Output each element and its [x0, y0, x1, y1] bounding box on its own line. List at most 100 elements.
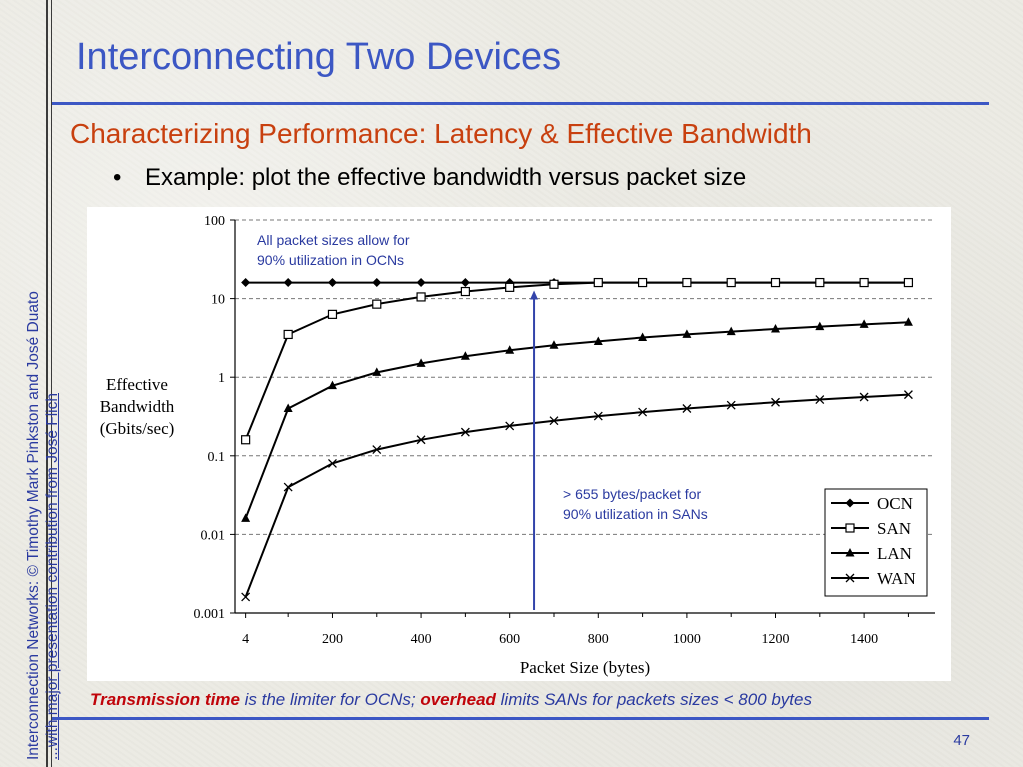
- caption-highlight-2: overhead: [420, 690, 496, 709]
- data-point-san: [815, 277, 825, 288]
- bandwidth-chart: 0.001 0.01 0.1 1 10 100 4 200 400 600 800 1000 1200 1…: [100, 214, 935, 677]
- title-divider: [52, 102, 989, 105]
- y-axis-label-line: Bandwidth: [100, 397, 175, 416]
- data-point-ocn: [241, 278, 251, 288]
- left-border-line: [46, 0, 48, 767]
- data-point-san: [327, 309, 338, 319]
- san-annotation-line: > 655 bytes/packet for: [563, 486, 701, 502]
- data-point-lan: [593, 336, 603, 345]
- y-tick-label: 100: [204, 214, 225, 229]
- data-point-san: [770, 277, 781, 288]
- series-line-san: [244, 281, 909, 441]
- data-point-san: [241, 435, 251, 445]
- data-point-ocn: [327, 278, 337, 288]
- series-line-lan: [244, 321, 909, 519]
- x-tick-label: 4: [242, 632, 249, 647]
- legend-marker-ocn: [845, 498, 855, 508]
- data-point-lan: [416, 358, 426, 367]
- data-point-san: [903, 277, 914, 288]
- x-tick-label: 1000: [673, 632, 701, 647]
- y-tick-label: 1: [218, 371, 225, 386]
- data-point-lan: [726, 326, 736, 336]
- data-point-wan: [241, 592, 251, 602]
- ocn-annotation-line: All packet sizes allow for: [257, 232, 410, 248]
- side-credit-line1: Interconnection Networks: © Timothy Mark…: [25, 291, 42, 760]
- footer-divider: [52, 717, 989, 720]
- y-tick-label: 0.001: [194, 607, 226, 622]
- data-point-lan: [859, 319, 869, 328]
- data-point-san: [505, 282, 515, 292]
- data-point-lan: [549, 340, 559, 349]
- y-tick-label: 10: [211, 293, 225, 308]
- san-annotation-line: 90% utilization in SANs: [563, 506, 708, 522]
- x-tick-label: 1400: [850, 632, 878, 647]
- caption-text-1: is the limiter for OCNs;: [239, 690, 421, 709]
- legend-marker-wan: [845, 573, 855, 583]
- data-point-ocn: [372, 278, 382, 288]
- data-point-wan: [505, 421, 515, 431]
- data-point-san: [283, 329, 293, 340]
- x-tick-label: 400: [411, 632, 432, 647]
- page-number: 47: [953, 732, 970, 749]
- data-point-wan: [460, 427, 470, 437]
- slide-subtitle: Characterizing Performance: Latency & Ef…: [70, 118, 812, 149]
- data-point-san: [460, 286, 470, 297]
- data-point-lan: [241, 513, 251, 522]
- data-point-ocn: [283, 278, 293, 288]
- data-point-lan: [372, 367, 382, 376]
- data-point-lan: [505, 345, 515, 354]
- data-point-san: [726, 277, 736, 288]
- data-point-wan: [726, 400, 736, 410]
- legend-marker-san: [845, 523, 855, 533]
- chart-container: 0.001 0.01 0.1 1 10 100 4 200 400 600 800 1000 1200 1…: [87, 207, 951, 681]
- side-credit-line2: ...with major presentation contribution …: [44, 393, 61, 760]
- legend-marker-lan: [845, 548, 855, 557]
- data-point-lan: [682, 329, 692, 338]
- data-point-wan: [682, 404, 692, 413]
- slide-title: Interconnecting Two Devices: [76, 36, 562, 78]
- y-tick-label: 0.01: [201, 528, 226, 543]
- data-point-wan: [549, 416, 559, 426]
- slide-caption: Transmission time is the limiter for OCN…: [90, 690, 990, 710]
- bullet-text: Example: plot the effective bandwidth ve…: [145, 164, 747, 191]
- data-point-lan: [815, 321, 825, 331]
- data-point-wan: [372, 445, 382, 455]
- data-point-wan: [283, 482, 293, 492]
- x-tick-label: 200: [322, 632, 343, 647]
- data-point-lan: [460, 351, 470, 360]
- x-tick-label: 800: [588, 632, 609, 647]
- data-point-wan: [328, 458, 337, 468]
- x-tick-label: 600: [499, 632, 520, 647]
- data-point-san: [593, 277, 603, 288]
- data-point-san: [682, 277, 692, 288]
- y-axis-label-line: (Gbits/sec): [100, 419, 175, 438]
- data-point-wan: [638, 407, 648, 417]
- data-point-lan: [638, 332, 648, 341]
- legend-label-lan: LAN: [877, 544, 912, 563]
- data-point-wan: [815, 395, 825, 404]
- data-point-san: [859, 277, 869, 288]
- caption-highlight-1: Transmission time: [90, 690, 240, 709]
- data-point-wan: [859, 392, 869, 402]
- data-point-san: [372, 299, 382, 309]
- left-border-line-thin: [51, 0, 52, 767]
- data-point-wan: [903, 390, 913, 400]
- data-point-lan: [771, 324, 781, 333]
- caption-text-2: limits SANs for packets sizes < 800 byte…: [495, 690, 812, 709]
- y-axis-label-line: Effective: [106, 375, 168, 394]
- data-point-ocn: [460, 278, 470, 288]
- data-point-san: [416, 292, 426, 302]
- data-point-lan: [283, 403, 293, 412]
- y-tick-label: 0.1: [208, 450, 226, 465]
- legend-label-ocn: OCN: [877, 494, 913, 513]
- data-point-san: [549, 279, 559, 289]
- series-line-wan: [244, 393, 909, 598]
- data-point-wan: [771, 397, 780, 407]
- ocn-annotation-line: 90% utilization in OCNs: [257, 252, 404, 268]
- data-point-san: [637, 277, 648, 288]
- x-axis-label: Packet Size (bytes): [520, 658, 650, 677]
- legend-label-san: SAN: [877, 519, 911, 538]
- side-credits: Interconnection Networks: © Timothy Mark…: [0, 0, 61, 767]
- side-credits-text: Interconnection Networks: © Timothy Mark…: [24, 291, 62, 760]
- legend-label-wan: WAN: [877, 569, 916, 588]
